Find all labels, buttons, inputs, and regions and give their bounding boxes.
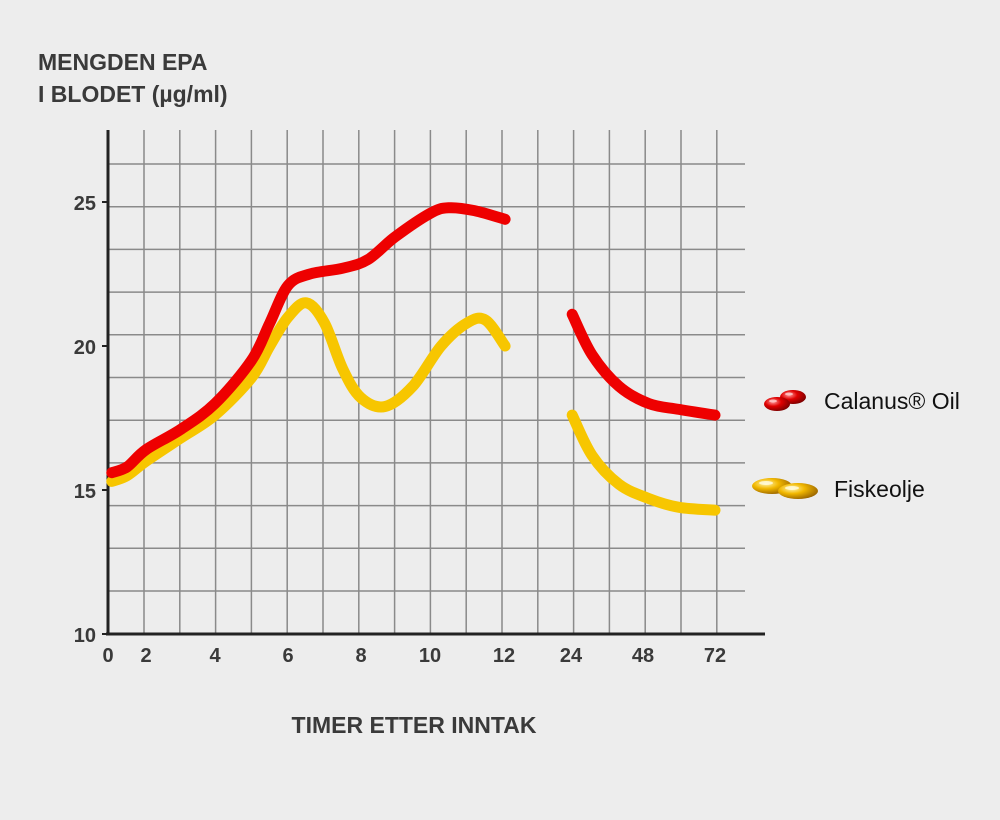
legend-item-calanus: Calanus® Oil xyxy=(762,386,960,416)
red-capsules-icon xyxy=(764,390,806,411)
y-axis-label-line-1: MENGDEN EPA xyxy=(38,49,208,75)
x-tick-label: 4 xyxy=(209,645,221,667)
series-line-calanus-segment-1 xyxy=(106,202,511,479)
axes xyxy=(106,130,765,636)
series-line-fiskeolje-segment-2 xyxy=(566,409,721,516)
x-axis-label: TIMER ETTER INNTAK xyxy=(291,712,537,738)
gold-capsules-icon xyxy=(752,478,818,499)
y-axis-label-line-2: I BLODET (µg/ml) xyxy=(38,81,228,107)
legend-label-fiskeolje: Fiskeolje xyxy=(834,475,925,502)
y-tick-label: 25 xyxy=(74,193,96,215)
x-tick-label: 12 xyxy=(493,645,515,667)
x-tick-label: 72 xyxy=(704,645,726,667)
x-tick-label: 24 xyxy=(560,645,583,667)
x-tick-label: 10 xyxy=(419,645,441,667)
x-tick-label: 2 xyxy=(140,645,151,667)
x-tick-label: 6 xyxy=(282,645,293,667)
y-axis-label: MENGDEN EPA I BLODET (µg/ml) xyxy=(38,46,228,110)
x-tick-label: 48 xyxy=(632,645,654,667)
grid xyxy=(108,130,745,634)
legend-item-fiskeolje: Fiskeolje xyxy=(750,474,925,504)
series-line-calanus-segment-2 xyxy=(566,308,721,421)
legend-label-calanus: Calanus® Oil xyxy=(824,387,960,414)
series-line-fiskeolje-segment-1 xyxy=(106,297,511,487)
series-lines xyxy=(106,202,721,516)
y-tick-label: 10 xyxy=(74,625,96,647)
x-tick-label: 0 xyxy=(102,645,113,667)
x-tick-label: 8 xyxy=(355,645,366,667)
y-tick-label: 15 xyxy=(74,481,96,503)
y-tick-label: 20 xyxy=(74,337,96,359)
